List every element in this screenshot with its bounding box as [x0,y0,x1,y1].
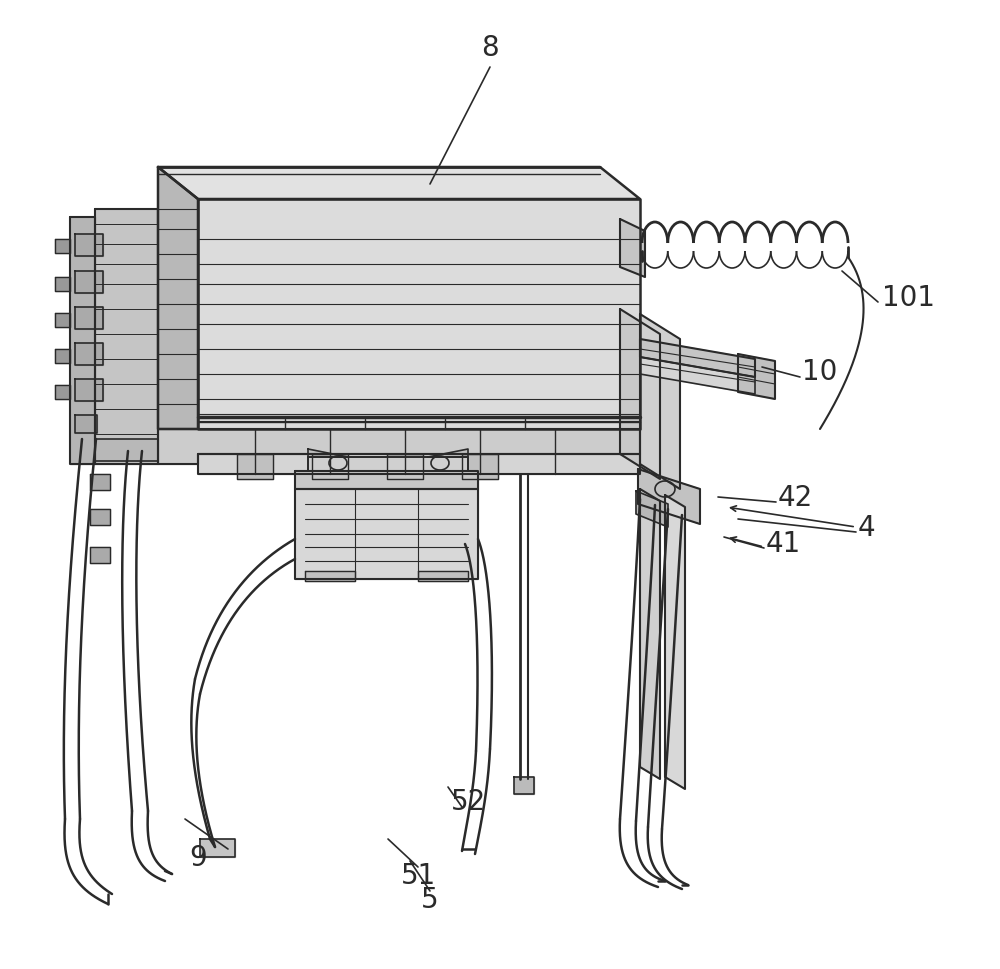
Text: 42: 42 [778,484,813,512]
Polygon shape [95,209,158,464]
Polygon shape [55,386,70,399]
Polygon shape [514,777,534,795]
Polygon shape [418,572,468,581]
Polygon shape [70,218,95,464]
Polygon shape [640,315,680,489]
Polygon shape [90,547,110,563]
Polygon shape [308,457,468,472]
Polygon shape [387,454,423,480]
Polygon shape [55,314,70,328]
Polygon shape [90,475,110,490]
Polygon shape [75,416,97,433]
Polygon shape [640,489,660,779]
Polygon shape [75,308,103,329]
Polygon shape [55,278,70,292]
Polygon shape [305,572,355,581]
Polygon shape [158,168,198,429]
Polygon shape [462,454,498,480]
Polygon shape [738,355,775,399]
Text: 5: 5 [421,885,439,913]
Polygon shape [198,454,640,475]
Text: 4: 4 [858,514,876,542]
Polygon shape [200,839,235,858]
Polygon shape [90,510,110,525]
Text: 8: 8 [481,34,499,62]
Polygon shape [158,168,640,200]
Polygon shape [640,340,755,378]
Polygon shape [295,489,478,579]
Polygon shape [75,344,103,365]
Polygon shape [308,450,348,457]
Polygon shape [95,440,158,461]
Polygon shape [55,239,70,254]
Polygon shape [75,234,103,257]
Polygon shape [636,491,668,527]
Text: 101: 101 [882,284,935,312]
Polygon shape [295,472,478,489]
Text: 9: 9 [189,843,207,871]
Text: 51: 51 [400,861,436,890]
Polygon shape [198,200,640,429]
Text: 52: 52 [450,787,486,815]
Polygon shape [428,450,468,457]
Polygon shape [158,429,640,464]
Polygon shape [237,454,273,480]
Polygon shape [620,310,660,480]
Polygon shape [620,220,645,278]
Polygon shape [640,358,755,394]
Polygon shape [55,350,70,363]
Text: 41: 41 [766,529,801,557]
Polygon shape [638,470,700,524]
Polygon shape [75,271,103,294]
Polygon shape [665,495,685,789]
Polygon shape [75,380,103,401]
Polygon shape [312,454,348,480]
Text: 10: 10 [802,358,837,386]
